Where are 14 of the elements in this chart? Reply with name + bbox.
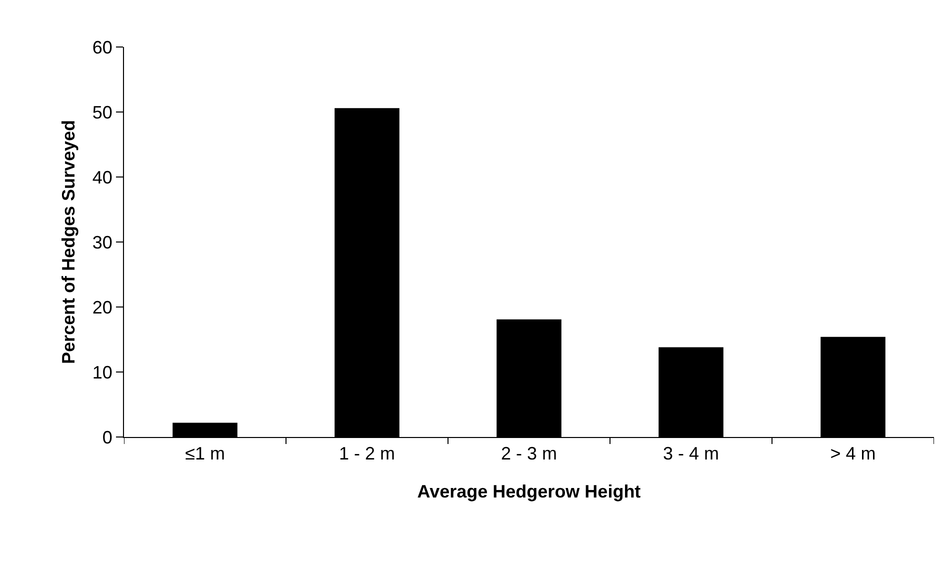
y-tick-label: 40: [92, 167, 112, 188]
x-tick-label: ≤1 m: [185, 444, 225, 464]
y-tick-label: 10: [92, 362, 112, 382]
x-tick-label: 3 - 4 m: [662, 444, 720, 464]
x-tick-label: 1 - 2 m: [338, 444, 396, 464]
y-axis-title: Percent of Hedges Surveyed: [58, 120, 79, 364]
y-tick-label: 0: [102, 427, 112, 448]
y-tick-label: 20: [92, 297, 112, 318]
x-tick-label: 2 - 3 m: [500, 444, 558, 464]
y-tick-label: 30: [92, 232, 112, 252]
x-axis-title: Average Hedgerow Height: [417, 482, 641, 502]
y-tick-label: 60: [92, 37, 112, 58]
y-tick-label: 50: [92, 102, 112, 122]
x-tick-label: > 4 m: [830, 444, 876, 464]
